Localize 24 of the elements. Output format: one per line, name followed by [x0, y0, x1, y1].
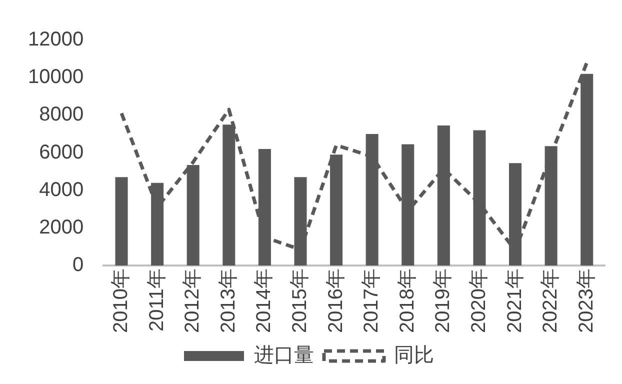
x-tick-label: 2019年 — [432, 268, 454, 334]
y-tick-label: 0 — [72, 254, 84, 276]
y-tick-label: 12000 — [28, 28, 84, 51]
x-tick-label: 2017年 — [360, 268, 383, 334]
x-tick-label: 2020年 — [468, 268, 490, 334]
x-tick-label: 2018年 — [396, 268, 418, 334]
x-tick-label: 2012年 — [182, 268, 204, 334]
x-tick-label: 2015年 — [289, 268, 312, 334]
y-tick-label: 4000 — [39, 178, 84, 201]
legend-label: 同比 — [394, 344, 434, 367]
x-tick-label: 2011年 — [146, 268, 168, 332]
x-tick-label: 2021年 — [504, 268, 526, 334]
x-tick-label: 2010年 — [110, 268, 132, 334]
x-tick-label: 2016年 — [324, 268, 347, 334]
y-tick-label: 2000 — [39, 216, 84, 238]
x-tick-label: 2023年 — [575, 268, 598, 334]
x-tick-label: 2022年 — [540, 268, 562, 334]
bar — [115, 177, 128, 266]
y-tick-label: 10000 — [28, 66, 84, 88]
x-tick-label: 2013年 — [217, 268, 240, 334]
y-tick-label: 8000 — [39, 104, 84, 126]
x-tick-label: 2014年 — [253, 268, 276, 334]
y-tick-label: 6000 — [39, 141, 84, 164]
legend-label: 进口量 — [254, 344, 314, 367]
